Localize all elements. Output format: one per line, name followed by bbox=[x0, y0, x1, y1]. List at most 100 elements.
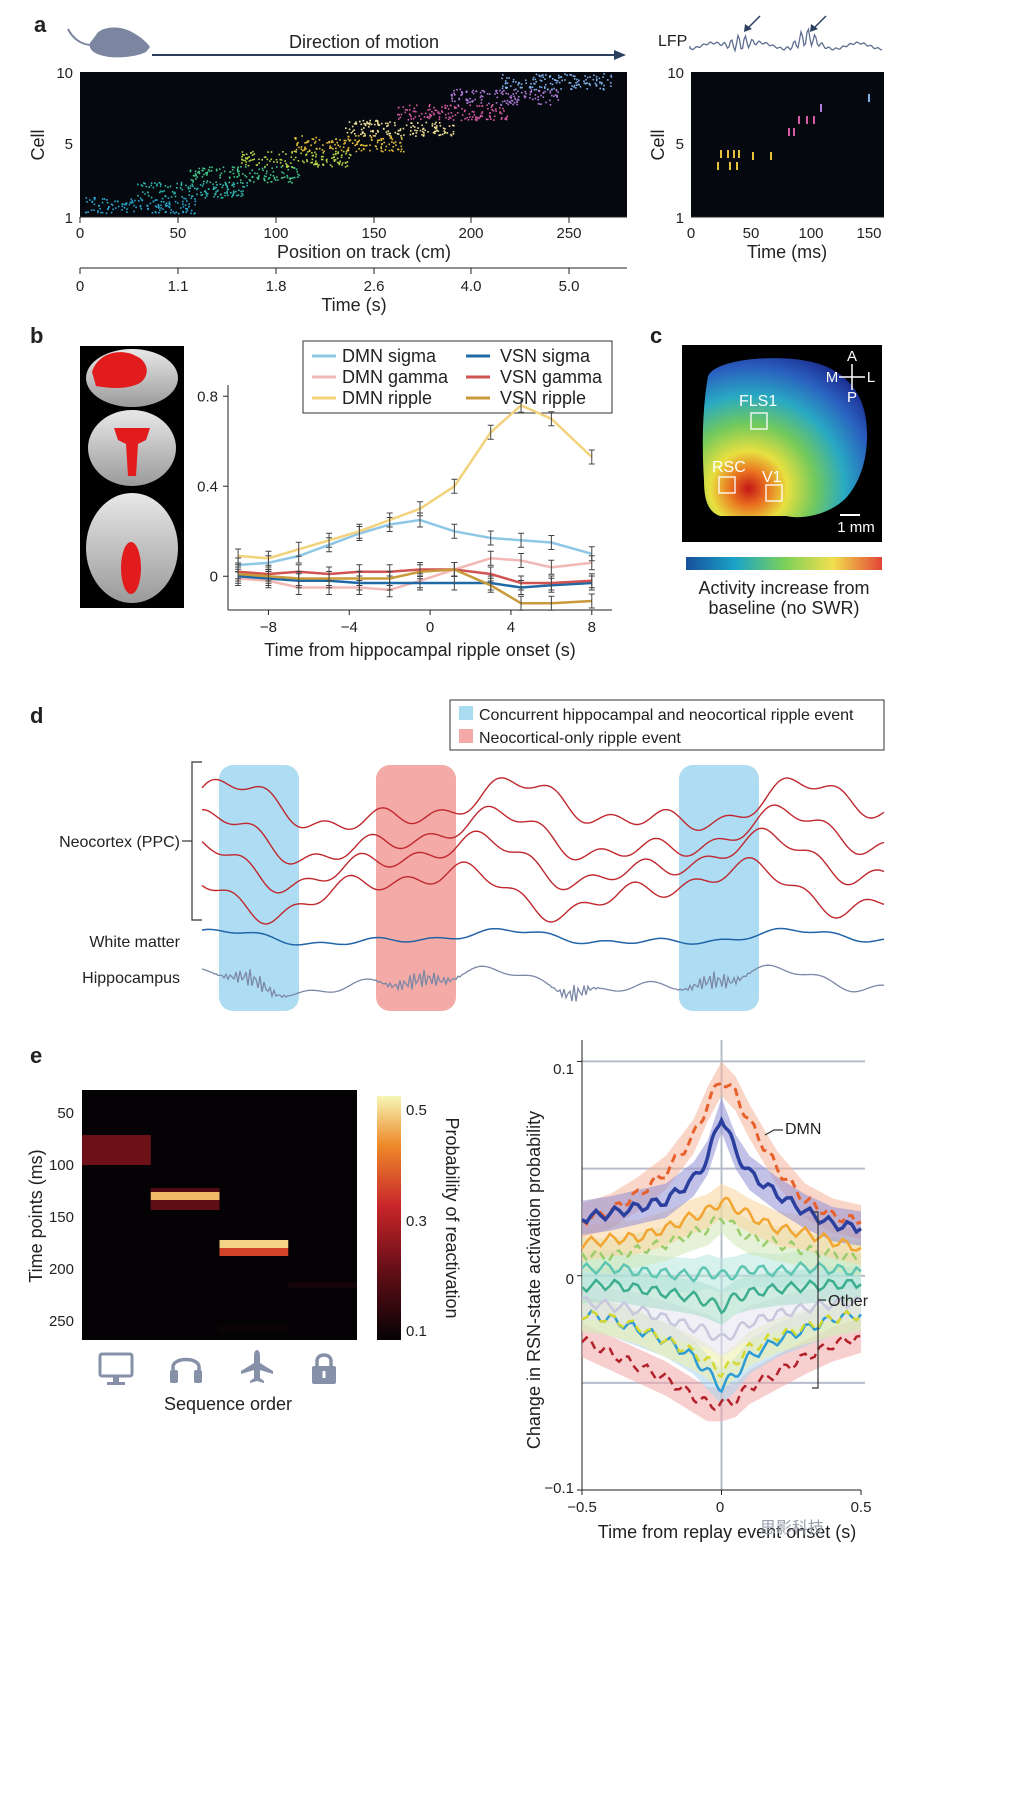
spike bbox=[226, 185, 228, 187]
spike bbox=[217, 196, 219, 198]
spike bbox=[344, 161, 347, 164]
spike bbox=[412, 110, 415, 113]
spike bbox=[173, 212, 176, 215]
spike bbox=[248, 160, 251, 162]
spike bbox=[320, 155, 323, 158]
spike bbox=[555, 79, 557, 82]
x-tick-label: 4 bbox=[507, 619, 515, 636]
spike bbox=[237, 194, 240, 196]
spike bbox=[233, 185, 235, 188]
spike bbox=[246, 184, 248, 187]
spike bbox=[461, 114, 464, 116]
headphones-icon bbox=[170, 1357, 202, 1383]
legend-b: DMN sigma VSN sigma DMN gamma VSN gamma … bbox=[302, 340, 613, 414]
spike bbox=[397, 133, 400, 135]
spike bbox=[354, 139, 356, 141]
spike bbox=[355, 121, 357, 123]
spike bbox=[381, 150, 384, 153]
spike bbox=[85, 211, 87, 214]
panel-label-a: a bbox=[34, 12, 47, 37]
spike bbox=[335, 152, 337, 155]
spike bbox=[266, 163, 268, 166]
spike bbox=[360, 123, 362, 126]
series-line bbox=[581, 1334, 862, 1412]
position-xtick: 100 bbox=[263, 225, 288, 242]
replay-spike bbox=[717, 162, 719, 170]
spike bbox=[147, 194, 150, 197]
spike bbox=[542, 96, 545, 98]
spike bbox=[295, 151, 297, 153]
spike bbox=[409, 114, 412, 116]
spike bbox=[569, 73, 571, 76]
spike bbox=[501, 87, 504, 90]
spike bbox=[504, 100, 506, 102]
spike bbox=[335, 138, 337, 140]
spike bbox=[168, 206, 171, 209]
spike bbox=[150, 196, 153, 199]
spike bbox=[215, 169, 218, 172]
spike bbox=[534, 83, 536, 85]
spike bbox=[388, 143, 391, 146]
time-xtick: 5.0 bbox=[559, 278, 580, 295]
spike bbox=[348, 128, 351, 131]
spike bbox=[499, 111, 501, 113]
spike bbox=[544, 78, 546, 80]
spike bbox=[314, 151, 316, 154]
spike bbox=[377, 131, 379, 133]
spike bbox=[343, 139, 346, 142]
x-tick-label: 0 bbox=[426, 619, 434, 636]
spike bbox=[336, 157, 339, 160]
spike bbox=[184, 204, 187, 206]
spike bbox=[427, 115, 429, 118]
raster-ylabel: Cell bbox=[28, 129, 48, 160]
spike bbox=[158, 207, 160, 209]
spike bbox=[311, 138, 314, 140]
spike bbox=[182, 205, 185, 208]
spike bbox=[480, 112, 483, 115]
spike bbox=[336, 141, 338, 144]
spike bbox=[388, 134, 391, 137]
spike bbox=[595, 75, 598, 78]
spike bbox=[385, 145, 388, 148]
spike bbox=[417, 127, 419, 129]
spike bbox=[175, 211, 178, 214]
spike bbox=[152, 200, 155, 203]
replay-xtick-e: −0.5 bbox=[567, 1499, 597, 1516]
spike bbox=[313, 163, 316, 166]
lock-icon bbox=[312, 1353, 336, 1384]
spike bbox=[335, 147, 337, 150]
spike bbox=[372, 130, 374, 132]
spike bbox=[240, 166, 242, 168]
spike bbox=[510, 97, 512, 99]
spike bbox=[447, 118, 450, 121]
spike bbox=[296, 170, 298, 173]
spike bbox=[391, 138, 394, 141]
series-line bbox=[238, 575, 592, 589]
spike bbox=[359, 120, 361, 123]
spike bbox=[490, 106, 493, 108]
spike bbox=[364, 124, 367, 127]
spike bbox=[284, 160, 286, 162]
spike bbox=[347, 148, 349, 151]
spike bbox=[502, 85, 504, 88]
spike bbox=[570, 88, 573, 90]
spike bbox=[159, 191, 161, 194]
panel-label-d: d bbox=[30, 703, 43, 728]
spike bbox=[273, 161, 275, 163]
spike bbox=[481, 89, 483, 92]
spike bbox=[280, 159, 283, 161]
spike bbox=[337, 151, 340, 153]
spike bbox=[139, 205, 142, 208]
spike bbox=[107, 207, 109, 210]
spike bbox=[530, 89, 533, 91]
spike bbox=[232, 184, 234, 186]
spike bbox=[423, 132, 425, 134]
spike bbox=[435, 127, 438, 129]
spike bbox=[226, 189, 229, 191]
spike bbox=[510, 99, 513, 102]
spike bbox=[315, 160, 317, 162]
spike bbox=[513, 95, 515, 98]
spike bbox=[117, 205, 120, 208]
spike bbox=[281, 171, 283, 173]
spike bbox=[532, 76, 535, 79]
